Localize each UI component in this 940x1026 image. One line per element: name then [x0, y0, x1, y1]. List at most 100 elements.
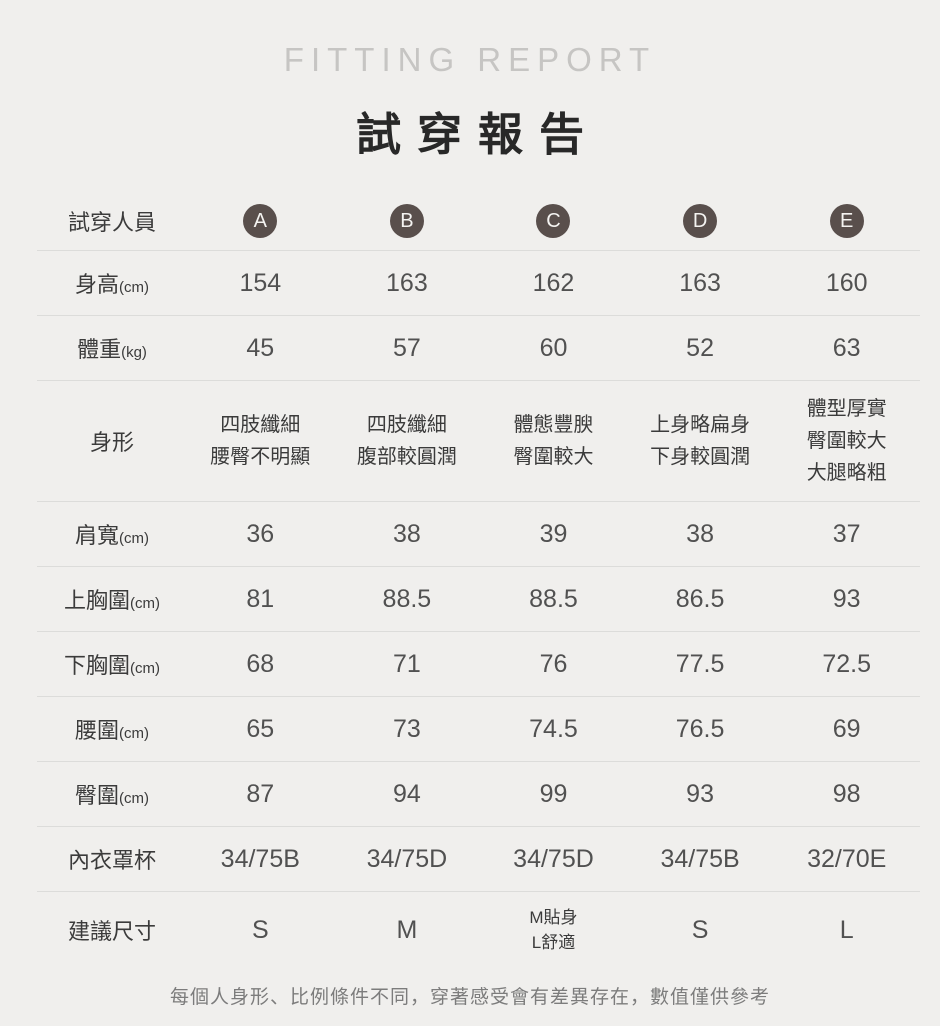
table-row: 身形 四肢纖細 腰臀不明顯 四肢纖細 腹部較圓潤 體態豐腴 臀圍較大 上身略扁身 下身較圓潤 體型…: [37, 380, 920, 502]
member-badge: B: [389, 203, 424, 238]
row-unit: (cm): [130, 660, 160, 678]
measurement-value: 71: [333, 631, 481, 697]
row-label: 腰圍(cm): [37, 696, 187, 762]
measurement-value: 63: [773, 315, 920, 381]
measurement-value: 45: [187, 315, 334, 381]
member-badge: C: [536, 203, 571, 238]
row-unit: (cm): [119, 530, 149, 548]
measurement-value: 65: [187, 696, 334, 762]
row-unit: (cm): [119, 279, 149, 297]
measurement-value: 88.5: [333, 566, 481, 632]
measurement-value: 88.5: [480, 566, 627, 632]
measurement-value: 上身略扁身下身較圓潤: [626, 380, 774, 502]
measurement-value: 94: [333, 761, 481, 827]
measurement-value: 52: [626, 315, 774, 381]
value-line: 臀圍較大: [806, 430, 887, 453]
row-label: 建議尺寸: [37, 891, 187, 969]
value-line: L舒適: [531, 933, 576, 953]
header-label-fitters: 試穿人員: [67, 209, 156, 235]
row-label: 上胸圍(cm): [37, 566, 187, 632]
measurement-value: 74.5: [480, 696, 627, 762]
measurement-value: 32/70E: [773, 826, 920, 892]
table-row: 肩寬(cm) 36 38 39 38 37: [37, 501, 920, 567]
measurement-value: 162: [480, 250, 627, 316]
table-row: 上胸圍(cm) 81 88.5 88.5 86.5 93: [37, 566, 920, 632]
title-chinese: 試穿報告: [355, 109, 600, 161]
member-badge: D: [683, 203, 718, 238]
measurement-value: 87: [187, 761, 334, 827]
member-cell: C: [480, 191, 627, 251]
row-unit: (cm): [119, 790, 149, 808]
measurement-value: 76.5: [626, 696, 774, 762]
measurement-value: 77.5: [626, 631, 774, 697]
measurement-value: 體態豐腴 臀圍較大: [480, 380, 627, 502]
row-label: 臀圍(cm): [37, 761, 187, 827]
row-label: 內衣罩杯: [37, 826, 187, 892]
measurement-value: 57: [333, 315, 481, 381]
measurement-value: 60: [480, 315, 627, 381]
measurement-value: 76: [480, 631, 627, 697]
value-line: M貼身: [529, 907, 578, 927]
measurement-value: 99: [480, 761, 627, 827]
measurement-value: 體型厚實臀圍較大大腿略粗: [773, 380, 920, 502]
measurement-value: 69: [773, 696, 920, 762]
measurement-value: 34/75D: [333, 826, 481, 892]
measurement-value: 34/75D: [480, 826, 627, 892]
row-label: 體重(kg): [37, 315, 187, 381]
row-label: 身形: [37, 380, 187, 502]
value-line: 臀圍較大: [513, 446, 594, 469]
measurement-value: 93: [773, 566, 920, 632]
row-label: 身高(cm): [37, 250, 187, 316]
value-line: 體型厚實: [806, 398, 887, 421]
measurement-value: 38: [333, 501, 481, 567]
measurement-value: 86.5: [626, 566, 774, 632]
value-line: 體態豐腴: [513, 414, 594, 437]
measurement-value: 98: [773, 761, 920, 827]
value-line: 上身略扁身: [650, 414, 751, 437]
table-row: 下胸圍(cm) 68 71 76 77.5 72.5: [37, 631, 920, 697]
member-badge: E: [829, 203, 864, 238]
value-line: 四肢纖細: [366, 414, 447, 437]
value-line: 四肢纖細: [220, 414, 301, 437]
row-label: 下胸圍(cm): [37, 631, 187, 697]
measurement-value: S: [626, 891, 774, 969]
table-row: 體重(kg) 45 57 60 52 63: [37, 315, 920, 381]
measurement-value: 72.5: [773, 631, 920, 697]
value-line: 腹部較圓潤: [356, 446, 457, 469]
row-unit: (cm): [119, 725, 149, 743]
measurement-value: 39: [480, 501, 627, 567]
measurement-value: M貼身 L舒適: [480, 891, 627, 969]
value-line: 腰臀不明顯: [210, 446, 311, 469]
measurement-value: 160: [773, 250, 920, 316]
value-line: 下身較圓潤: [650, 446, 751, 469]
measurement-value: 38: [626, 501, 774, 567]
disclaimer-note: 每個人身形、比例條件不同，穿著感受會有差異存在，數值僅供參考: [169, 987, 770, 1009]
member-cell: B: [334, 191, 481, 251]
member-badge: A: [243, 203, 278, 238]
measurement-value: L: [773, 891, 920, 969]
value-line: 大腿略粗: [806, 462, 887, 485]
table-body: 身高(cm) 154 163 162 163 160 體重(kg) 45 57 60 52 63 身形四…: [37, 250, 920, 969]
measurement-value: 37: [773, 501, 920, 567]
table-row: 建議尺寸 S M M貼身 L舒適 S L: [37, 891, 920, 969]
measurement-value: 34/75B: [626, 826, 774, 892]
table-row: 身高(cm) 154 163 162 163 160: [37, 250, 920, 316]
row-unit: (kg): [121, 344, 147, 362]
measurement-value: M: [333, 891, 481, 969]
measurement-value: 四肢纖細 腹部較圓潤: [333, 380, 481, 502]
table-row: 內衣罩杯 34/75B 34/75D 34/75D 34/75B 32/70E: [37, 826, 920, 892]
measurement-value: 73: [333, 696, 481, 762]
report-header: FITTING REPORT 試穿報告: [0, 0, 940, 163]
measurement-value: 81: [187, 566, 334, 632]
measurement-value: 四肢纖細 腰臀不明顯: [187, 380, 334, 502]
measurement-value: 36: [187, 501, 334, 567]
measurement-value: 163: [626, 250, 774, 316]
row-label: 肩寬(cm): [37, 501, 187, 567]
table-header-row: 試穿人員 A B C D E: [37, 191, 920, 251]
measurement-value: 68: [187, 631, 334, 697]
member-cell: A: [187, 191, 334, 251]
row-unit: (cm): [130, 595, 160, 613]
measurement-value: 163: [333, 250, 481, 316]
measurement-value: 154: [187, 250, 334, 316]
